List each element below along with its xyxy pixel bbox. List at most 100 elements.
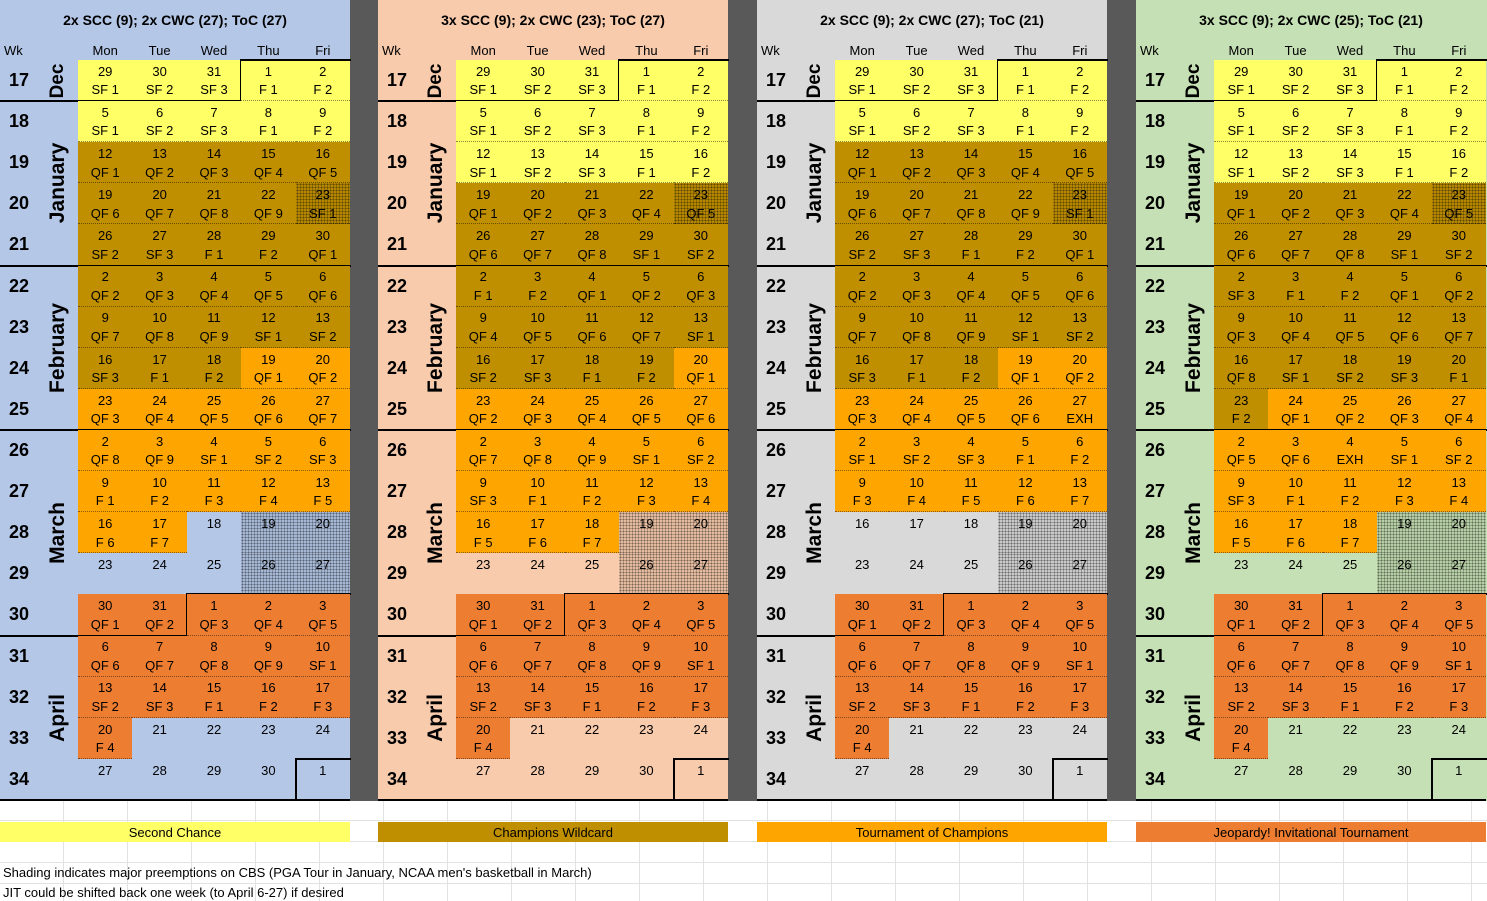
day-cell xyxy=(1431,594,1486,636)
day-event: SF 2 xyxy=(523,82,552,98)
day-cell xyxy=(241,101,296,143)
day-cell xyxy=(186,60,242,102)
day-cell xyxy=(1431,430,1486,472)
day-event: QF 3 xyxy=(577,205,607,221)
day-date: 2 xyxy=(858,269,866,285)
day-date: 11 xyxy=(207,474,221,490)
preemption-shading xyxy=(673,183,728,225)
day-cell xyxy=(78,635,133,677)
day-date: 4 xyxy=(1346,433,1354,449)
day-date: 19 xyxy=(1397,515,1412,531)
week-number: 20 xyxy=(386,193,408,214)
day-date: 12 xyxy=(1397,474,1412,490)
day-event: QF 2 xyxy=(145,164,175,180)
header-cell: Thu xyxy=(635,42,658,58)
day-event: SF 1 xyxy=(254,328,283,344)
day-cell xyxy=(1052,471,1107,513)
day-date: 31 xyxy=(909,598,924,614)
day-event: SF 2 xyxy=(1281,164,1310,180)
day-date: 7 xyxy=(912,639,921,655)
day-cell xyxy=(456,101,511,143)
week-number: 29 xyxy=(386,563,408,584)
week-number: 30 xyxy=(386,604,408,625)
day-date: 14 xyxy=(530,680,545,696)
day-event: SF 2 xyxy=(1445,452,1473,468)
day-date: 14 xyxy=(1288,680,1303,696)
day-event: QF 5 xyxy=(631,411,661,427)
day-date: 30 xyxy=(1233,598,1249,614)
header-cell: Fri xyxy=(693,42,709,58)
day-event: QF 5 xyxy=(253,287,283,303)
day-event: QF 4 xyxy=(577,411,607,427)
day-event: QF 2 xyxy=(1065,370,1095,386)
day-cell xyxy=(835,717,890,759)
day-date: 30 xyxy=(1288,63,1303,79)
month-border xyxy=(672,758,675,800)
week-number: 32 xyxy=(765,686,787,707)
preemption-shading xyxy=(1431,553,1486,595)
day-date: 30 xyxy=(261,762,276,778)
day-event: QF 6 xyxy=(253,411,283,427)
header-cell: Wk xyxy=(382,42,401,58)
day-date: 5 xyxy=(1021,433,1029,449)
day-date: 16 xyxy=(693,145,709,161)
header-cell: Fri xyxy=(1072,42,1088,58)
month-text: April xyxy=(1182,693,1205,742)
day-cell xyxy=(1268,347,1323,389)
day-date: 23 xyxy=(854,392,870,408)
day-event: F 2 xyxy=(1015,698,1035,714)
day-event: F 7 xyxy=(1070,493,1090,509)
day-cell xyxy=(1431,265,1486,307)
day-cell xyxy=(132,183,187,225)
day-date: 30 xyxy=(152,63,167,79)
day-event: QF 2 xyxy=(1444,287,1474,303)
day-date: 16 xyxy=(854,515,870,531)
day-cell xyxy=(241,430,296,472)
day-event: SF 3 xyxy=(309,452,337,468)
day-cell xyxy=(1322,512,1378,554)
day-date: 13 xyxy=(693,310,709,326)
week-number: 26 xyxy=(765,440,787,461)
day-date: 21 xyxy=(206,187,222,203)
day-event: QF 5 xyxy=(956,411,986,427)
day-cell xyxy=(295,306,350,348)
day-event: QF 7 xyxy=(90,328,120,344)
day-event: F 2 xyxy=(313,82,333,98)
day-cell xyxy=(510,101,565,143)
day-cell xyxy=(943,347,999,389)
day-date: 26 xyxy=(1397,392,1412,408)
day-cell xyxy=(564,635,620,677)
day-cell xyxy=(1322,306,1378,348)
day-cell xyxy=(564,101,620,143)
week-number: 29 xyxy=(765,563,787,584)
day-date: 21 xyxy=(530,721,545,737)
day-event: QF 6 xyxy=(1226,246,1256,262)
day-date: 2 xyxy=(1237,433,1245,449)
day-date: 1 xyxy=(319,762,327,778)
day-date: 13 xyxy=(475,680,491,696)
day-cell xyxy=(510,676,565,718)
day-event: SF 3 xyxy=(848,370,876,386)
preemption-shading xyxy=(295,553,350,595)
day-date: 17 xyxy=(530,515,545,531)
day-event: F 3 xyxy=(313,698,333,714)
day-event: QF 5 xyxy=(1335,328,1365,344)
day-cell xyxy=(564,347,620,389)
day-date: 2 xyxy=(101,433,109,449)
day-event: SF 3 xyxy=(523,370,552,386)
day-date: 28 xyxy=(584,228,600,244)
day-event: SF 3 xyxy=(91,370,119,386)
day-event: SF 1 xyxy=(1227,82,1255,98)
day-date: 30 xyxy=(1018,762,1033,778)
day-event: SF 3 xyxy=(1227,287,1255,303)
day-cell xyxy=(241,471,296,513)
day-cell xyxy=(835,635,890,677)
day-date: 14 xyxy=(1342,145,1358,161)
day-event: SF 1 xyxy=(1281,370,1310,386)
day-event: SF 3 xyxy=(957,123,985,139)
day-date: 29 xyxy=(475,63,491,79)
day-cell xyxy=(78,60,133,102)
day-event: F 1 xyxy=(636,82,656,98)
day-event: F 1 xyxy=(1340,698,1360,714)
